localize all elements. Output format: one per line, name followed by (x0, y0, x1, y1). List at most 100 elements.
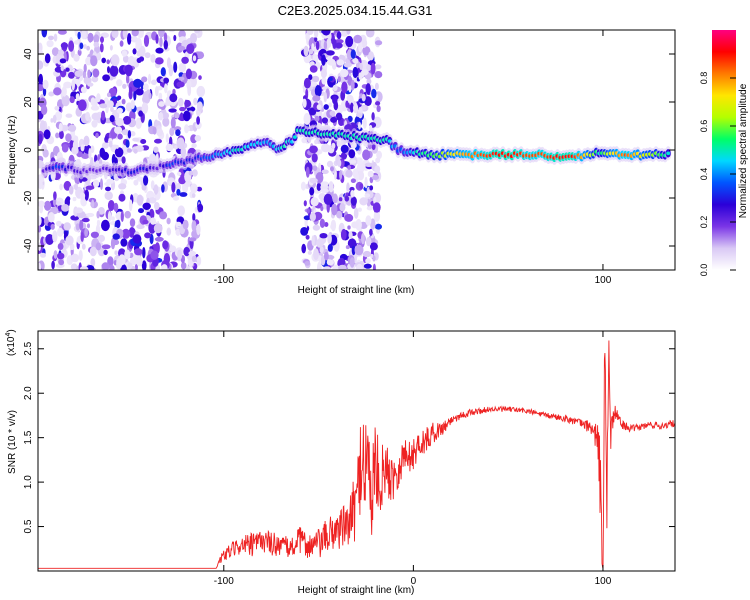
noise-speckle (58, 49, 64, 56)
noise-speckle (147, 73, 152, 85)
noise-speckle (315, 40, 320, 51)
noise-speckle (65, 67, 70, 72)
noise-speckle (309, 187, 315, 196)
noise-speckle (163, 252, 171, 265)
noise-speckle (356, 112, 363, 118)
noise-speckle (131, 35, 138, 43)
noise-speckle (118, 183, 127, 190)
noise-speckle (173, 34, 177, 42)
noise-speckle (133, 179, 139, 186)
noise-speckle (117, 133, 123, 140)
noise-speckle (300, 181, 306, 191)
noise-speckle (376, 150, 382, 160)
noise-speckle (102, 74, 110, 82)
noise-speckle (61, 143, 69, 153)
noise-speckle (75, 93, 80, 100)
noise-speckle (350, 178, 356, 183)
noise-speckle (321, 143, 330, 153)
noise-speckle (321, 169, 329, 175)
noise-speckle (372, 263, 376, 270)
noise-speckle (122, 30, 128, 39)
noise-speckle (80, 144, 85, 152)
noise-speckle (330, 116, 338, 123)
noise-speckle (110, 54, 120, 67)
noise-speckle (185, 68, 192, 80)
figure-title: C2E3.2025.034.15.44.G31 (278, 3, 433, 18)
snr-series-line (38, 340, 675, 569)
noise-speckle (51, 260, 55, 270)
noise-speckle (334, 39, 344, 44)
noise-speckle (101, 219, 110, 232)
noise-speckle (83, 76, 92, 85)
noise-speckle (143, 34, 150, 47)
noise-speckle (188, 237, 197, 242)
noise-speckle (150, 180, 155, 190)
noise-speckle (340, 68, 349, 78)
noise-speckle (124, 64, 133, 75)
noise-speckle (125, 139, 130, 148)
noise-speckle (79, 266, 89, 270)
noise-speckle (91, 112, 101, 121)
noise-speckle (311, 235, 315, 247)
noise-speckle (38, 262, 42, 270)
noise-speckle (101, 262, 110, 270)
noise-speckle (340, 228, 347, 241)
noise-speckle (52, 230, 58, 243)
noise-speckle (309, 65, 318, 73)
noise-speckle (42, 79, 49, 90)
noise-speckle (320, 255, 326, 266)
noise-speckle (99, 43, 104, 53)
noise-speckle (63, 222, 71, 231)
noise-speckle (83, 135, 90, 147)
noise-speckle (359, 197, 368, 206)
noise-speckle (369, 228, 373, 236)
noise-speckle (160, 67, 166, 77)
x-tick-label: 100 (595, 275, 612, 286)
noise-speckle (306, 208, 310, 214)
noise-speckle (80, 232, 84, 242)
noise-speckle (194, 135, 201, 142)
noise-speckle (81, 217, 90, 223)
noise-speckle (154, 202, 160, 210)
noise-speckle (141, 102, 149, 114)
noise-speckle (73, 53, 80, 62)
noise-speckle (103, 249, 108, 256)
noise-speckle (376, 105, 381, 113)
noise-speckle (196, 85, 206, 98)
noise-speckle (351, 245, 356, 256)
colorbar-tick-label: 0.6 (699, 120, 709, 133)
noise-speckle (150, 250, 159, 260)
noise-speckle (332, 84, 338, 92)
noise-speckle (337, 76, 341, 83)
snr-x-ticks: -100 0 100 (214, 331, 612, 587)
noise-speckle (141, 184, 147, 191)
noise-speckle (180, 262, 187, 270)
noise-speckle (80, 86, 87, 94)
noise-speckle (154, 86, 159, 97)
noise-speckle (93, 41, 100, 48)
noise-speckle (38, 73, 43, 86)
noise-speckle (366, 78, 372, 85)
noise-speckle (109, 115, 115, 123)
noise-speckle (312, 224, 321, 231)
noise-speckle (371, 88, 377, 99)
noise-speckle (107, 211, 112, 222)
noise-speckle (53, 33, 58, 42)
noise-speckle (188, 250, 196, 256)
noise-speckle (331, 203, 338, 216)
noise-speckle (375, 223, 382, 230)
noise-speckle (353, 34, 363, 44)
noise-speckle (361, 233, 365, 245)
noise-speckle (166, 217, 171, 225)
noise-speckle (326, 259, 334, 266)
noise-speckle (112, 233, 120, 240)
noise-speckle (153, 146, 159, 153)
noise-speckle (337, 159, 342, 168)
noise-speckle (163, 40, 168, 50)
noise-speckle (40, 252, 46, 258)
noise-speckle (71, 79, 75, 91)
noise-speckle (116, 257, 123, 269)
noise-speckle (321, 30, 331, 36)
noise-speckle (362, 117, 367, 129)
y-tick-label: -20 (23, 190, 34, 205)
